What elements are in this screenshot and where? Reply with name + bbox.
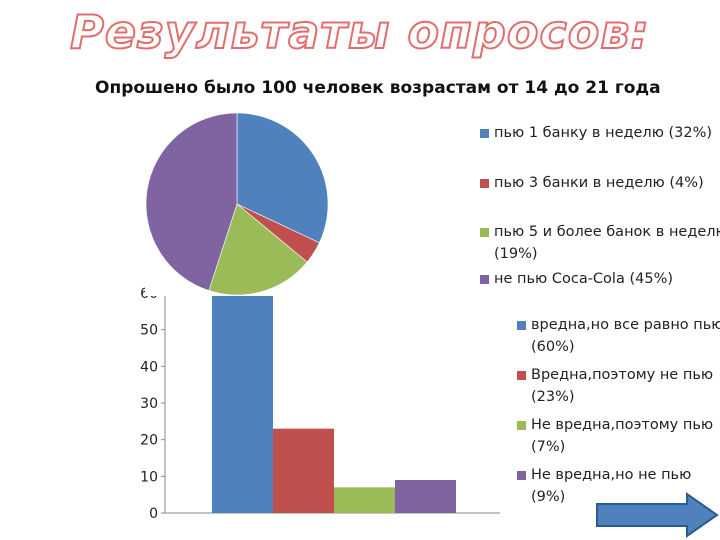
pie-legend-label-4: не пью Coca-Cola (45%) <box>494 271 673 287</box>
bar-legend-label-3: Не вредна,поэтому пью (7%) <box>531 417 714 455</box>
bar-legend-swatch-4 <box>517 471 526 480</box>
slide-title: Результаты опросов: <box>69 4 650 60</box>
bar-3 <box>334 487 395 513</box>
bar-legend-swatch-1 <box>517 321 526 330</box>
pie-slice-3 <box>208 203 308 296</box>
bar-1 <box>212 293 273 513</box>
pie-legend-swatch-2 <box>480 179 489 188</box>
pie-legend-swatch-1 <box>480 129 489 138</box>
bar-y-tick-label: 50 <box>140 323 158 339</box>
bar-legend-label-4: Не вредна,но не пью (9%) <box>531 467 692 505</box>
pie-slice-1 <box>236 112 329 244</box>
pie-legend-label-3: пью 5 и более банок в неделю (19%) <box>494 224 720 262</box>
bar-y-tick-label: 10 <box>140 469 158 485</box>
pie-legend-label-1: пью 1 банку в неделю (32%) <box>494 125 713 141</box>
bar-y-tick-label: 20 <box>140 433 158 449</box>
pie-legend-label-2: пью 3 банки в неделю (4%) <box>494 175 704 191</box>
pie-slice-4 <box>145 112 238 291</box>
bar-legend-label-2: Вредна,поэтому не пью (23%) <box>531 367 714 405</box>
pie-legend-swatch-3 <box>480 228 489 237</box>
pie-legend-swatch-4 <box>480 275 489 284</box>
bar-legend-label-1: вредна,но все равно пью (60%) <box>531 317 720 355</box>
bar-y-tick-label: 40 <box>140 359 158 375</box>
bar-legend-swatch-2 <box>517 371 526 380</box>
bar-2 <box>273 428 334 513</box>
slide-subtitle: Опрошено было 100 человек возрастам от 1… <box>95 78 661 98</box>
bar-y-tick-label: 30 <box>140 396 158 412</box>
bar-4 <box>395 480 456 513</box>
next-arrow-icon[interactable] <box>595 492 720 538</box>
bar-y-tick-label: 0 <box>149 506 158 522</box>
bar-legend-swatch-3 <box>517 421 526 430</box>
